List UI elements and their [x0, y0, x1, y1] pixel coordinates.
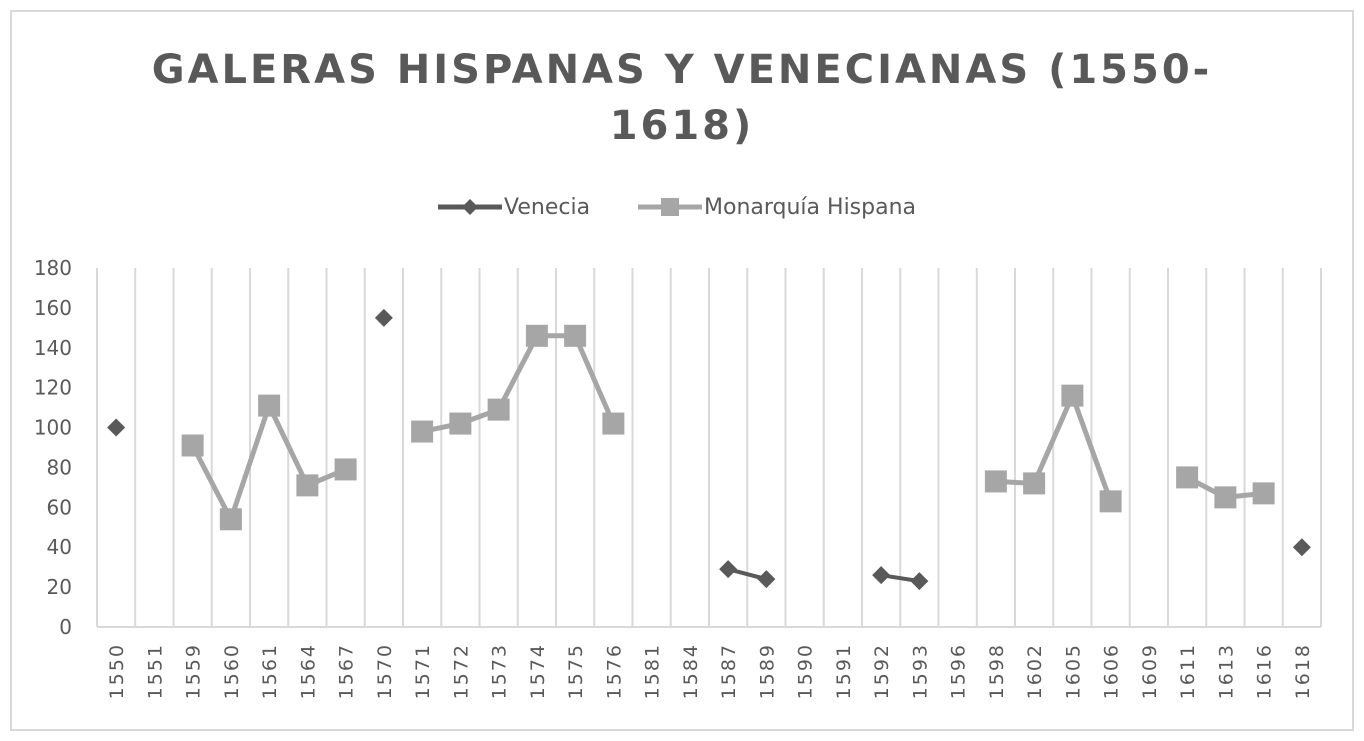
x-tick-label: 1564: [297, 643, 319, 699]
y-tick-label: 60: [47, 495, 72, 519]
data-point-monarquia-hispana: [1176, 466, 1199, 489]
y-tick-label: 40: [47, 535, 72, 559]
x-tick-label: 1593: [909, 643, 931, 699]
x-tick-label: 1576: [603, 643, 625, 699]
x-tick-label: 1606: [1101, 643, 1123, 699]
data-point-monarquia-hispana: [449, 412, 472, 435]
data-point-monarquia-hispana: [1214, 486, 1237, 509]
data-point-monarquia-hispana: [525, 324, 548, 347]
y-tick-label: 140: [34, 336, 72, 360]
x-tick-label: 1567: [336, 643, 358, 699]
data-point-monarquia-hispana: [602, 412, 625, 435]
x-tick-label: 1584: [680, 643, 702, 699]
legend-item-monarquia-hispana: Monarquía Hispana: [636, 190, 916, 224]
x-tick-label: 1587: [718, 643, 740, 699]
x-tick-label: 1605: [1062, 643, 1084, 699]
data-point-monarquia-hispana: [334, 458, 357, 481]
data-point-monarquia-hispana: [181, 434, 204, 457]
y-tick-label: 20: [47, 575, 72, 599]
legend-label-monarquia-hispana: Monarquía Hispana: [704, 194, 917, 220]
x-tick-label: 1616: [1254, 643, 1276, 699]
series-line-monarquia-hispana: [266, 403, 310, 488]
x-tick-label: 1573: [489, 643, 511, 699]
x-tick-label: 1575: [565, 643, 587, 699]
x-tick-label: 1550: [106, 643, 128, 699]
x-tick-label: 1613: [1215, 643, 1237, 699]
y-tick-label: 80: [47, 455, 72, 479]
legend: Venecia Monarquía Hispana: [0, 190, 1364, 224]
x-tick-label: 1581: [642, 643, 664, 699]
x-tick-label: 1561: [259, 643, 281, 699]
data-point-monarquia-hispana: [1061, 384, 1084, 407]
y-tick-label: 160: [34, 296, 72, 320]
x-tick-label: 1589: [756, 643, 778, 699]
series-line-monarquia-hispana: [1031, 393, 1075, 486]
data-point-venecia: [910, 572, 929, 591]
data-point-monarquia-hispana: [411, 420, 434, 443]
chart-title: GALERAS HISPANAS Y VENECIANAS (1550- 161…: [0, 42, 1364, 154]
legend-item-venecia: Venecia: [436, 190, 590, 224]
series-line-monarquia-hispana: [572, 333, 616, 427]
data-point-monarquia-hispana: [219, 508, 242, 531]
data-point-monarquia-hispana: [564, 324, 587, 347]
data-point-monarquia-hispana: [1099, 490, 1122, 513]
x-tick-label: 1596: [948, 643, 970, 699]
data-point-venecia: [374, 308, 393, 327]
x-tick-label: 1592: [871, 643, 893, 699]
x-tick-label: 1570: [374, 643, 396, 699]
data-point-venecia: [719, 560, 738, 579]
legend-swatch-venecia: [438, 199, 502, 215]
x-tick-label: 1574: [527, 643, 549, 699]
y-tick-label: 0: [59, 615, 72, 639]
x-tick-label: 1571: [412, 643, 434, 699]
chart-title-line-1: GALERAS HISPANAS Y VENECIANAS (1550-: [151, 47, 1213, 93]
data-point-monarquia-hispana: [1252, 482, 1275, 505]
data-point-venecia: [872, 566, 891, 585]
legend-label-venecia: Venecia: [504, 194, 591, 220]
series-line-monarquia-hispana: [1069, 393, 1114, 504]
x-tick-label: 1590: [795, 643, 817, 699]
x-tick-label: 1560: [221, 643, 243, 699]
data-point-venecia: [107, 418, 126, 437]
x-tick-label: 1618: [1292, 643, 1314, 699]
x-tick-label: 1598: [986, 643, 1008, 699]
data-point-monarquia-hispana: [984, 470, 1007, 493]
data-point-monarquia-hispana: [296, 474, 319, 497]
x-tick-label: 1591: [833, 643, 855, 699]
x-tick-label: 1572: [450, 643, 472, 699]
y-tick-label: 180: [34, 256, 72, 280]
data-point-monarquia-hispana: [258, 394, 281, 417]
x-tick-label: 1551: [144, 643, 166, 699]
data-point-venecia: [1292, 538, 1311, 557]
x-tick-label: 1559: [183, 643, 205, 699]
y-tick-label: 100: [34, 416, 72, 440]
x-tick-label: 1611: [1177, 643, 1199, 699]
data-point-venecia: [757, 570, 776, 589]
series-line-monarquia-hispana: [190, 443, 234, 522]
data-point-monarquia-hispana: [487, 398, 510, 421]
x-tick-label: 1609: [1139, 643, 1161, 699]
series-line-monarquia-hispana: [228, 403, 272, 522]
chart-title-line-2: 1618): [609, 103, 755, 149]
x-tick-label: 1602: [1024, 643, 1046, 699]
y-tick-label: 120: [34, 376, 72, 400]
series-line-monarquia-hispana: [496, 333, 540, 413]
legend-swatch-monarquia-hispana: [638, 198, 702, 216]
data-point-monarquia-hispana: [1023, 472, 1046, 495]
